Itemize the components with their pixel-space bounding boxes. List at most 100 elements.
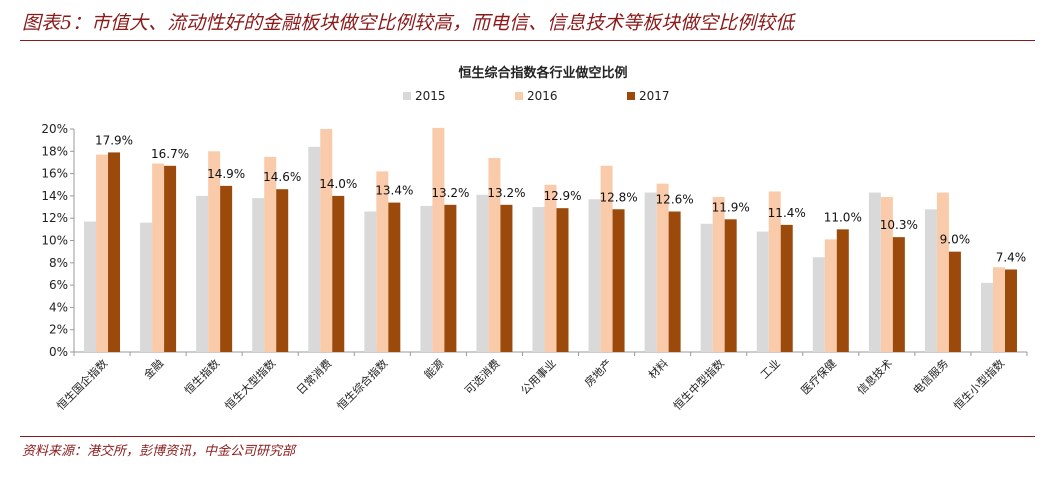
- category-label: 电信服务: [911, 357, 951, 397]
- bar-2017: [836, 229, 849, 352]
- y-tick-label: 20%: [41, 122, 68, 136]
- data-label: 13.2%: [487, 186, 525, 200]
- title-rule: [20, 40, 1035, 41]
- data-label: 16.7%: [151, 147, 189, 161]
- bar-2017: [612, 209, 625, 352]
- bar-2016: [768, 191, 781, 352]
- bar-2017: [948, 251, 961, 352]
- category-label: 公用事业: [518, 357, 558, 397]
- data-label: 9.0%: [940, 233, 971, 247]
- bar-2015: [588, 199, 601, 352]
- figure-title: 图表5：市值大、流动性好的金融板块做空比例较高，而电信、信息技术等板块做空比例较…: [22, 12, 795, 34]
- category-label: 日常消费: [293, 356, 334, 397]
- bar-2016: [264, 156, 277, 352]
- bar-2016: [320, 129, 333, 352]
- y-tick-label: 0%: [49, 345, 68, 359]
- category-label: 房地产: [581, 356, 614, 389]
- bar-2015: [252, 198, 265, 352]
- data-label: 13.2%: [431, 186, 469, 200]
- bar-2017: [780, 224, 793, 352]
- bar-2017: [108, 152, 121, 352]
- data-label: 14.0%: [319, 177, 357, 191]
- bar-2016: [936, 192, 949, 352]
- y-tick-label: 2%: [49, 323, 68, 337]
- category-label: 信息技术: [854, 356, 895, 397]
- source-rule: [20, 436, 1035, 437]
- bar-2015: [812, 257, 825, 352]
- bar-2017: [164, 165, 177, 352]
- bar-2015: [364, 211, 377, 352]
- bar-2016: [152, 163, 165, 352]
- bar-2015: [308, 146, 321, 352]
- bar-2015: [756, 231, 769, 352]
- bar-2015: [980, 282, 993, 352]
- category-label: 金融: [141, 356, 166, 381]
- bar-2017: [1004, 269, 1017, 352]
- y-tick-label: 12%: [41, 211, 68, 225]
- data-label: 11.9%: [712, 200, 750, 214]
- bar-2015: [420, 205, 433, 352]
- bar-2017: [220, 185, 233, 352]
- y-tick-label: 4%: [49, 300, 68, 314]
- bar-2015: [84, 221, 97, 352]
- category-label: 恒生小型指数: [951, 356, 1008, 413]
- category-label: 恒生中型指数: [670, 356, 727, 413]
- legend: 2015 2016 2017: [403, 89, 670, 103]
- legend-swatch-2016: [515, 92, 523, 100]
- bar-2017: [332, 195, 345, 352]
- bar-2017: [724, 219, 737, 352]
- category-label: 医疗保健: [798, 356, 839, 397]
- y-tick-label: 18%: [41, 144, 68, 158]
- bar-2017: [668, 211, 681, 352]
- bar-2015: [196, 195, 209, 352]
- bar-2015: [700, 223, 713, 352]
- bar-2016: [488, 157, 501, 352]
- bar-2015: [140, 222, 153, 352]
- data-label: 10.3%: [880, 218, 918, 232]
- data-labels: 17.9% 16.7% 14.9% 14.6% 14.0% 13.4% 13.2% 13.2%…: [95, 133, 1026, 264]
- bar-2017: [556, 208, 569, 352]
- y-tick-label: 14%: [41, 189, 68, 203]
- bar-2015: [476, 194, 489, 352]
- y-tick-label: 10%: [41, 234, 68, 248]
- category-labels: 恒生国企指数 金融 恒生指数 恒生大型指数 日常消费 恒生综合指数 能源 可选消费 公用事业 房地…: [54, 356, 1008, 413]
- bar-2017: [444, 204, 457, 352]
- bar-2016: [992, 267, 1005, 352]
- data-label: 11.4%: [768, 206, 806, 220]
- data-label: 17.9%: [95, 133, 133, 147]
- legend-label-2015: 2015: [415, 89, 446, 103]
- data-label: 12.8%: [599, 190, 637, 204]
- legend-label-2016: 2016: [527, 89, 558, 103]
- bar-2017: [388, 202, 401, 352]
- data-label: 12.9%: [543, 189, 581, 203]
- data-label: 7.4%: [996, 250, 1027, 264]
- legend-swatch-2017: [627, 92, 635, 100]
- bar-2016: [96, 154, 109, 352]
- category-label: 恒生大型指数: [222, 356, 279, 413]
- y-tick-label: 6%: [49, 278, 68, 292]
- bar-2015: [924, 209, 937, 352]
- category-label: 能源: [421, 356, 446, 381]
- bar-2015: [532, 207, 545, 352]
- bar-2016: [376, 171, 389, 352]
- category-label: 恒生指数: [181, 356, 222, 397]
- bar-2015: [868, 192, 881, 352]
- bar-2016: [656, 183, 669, 352]
- bar-2016: [544, 184, 557, 352]
- bar-2015: [644, 192, 657, 352]
- category-label: 材料: [645, 356, 670, 381]
- bar-2017: [500, 204, 513, 352]
- chart-title: 恒生综合指数各行业做空比例: [458, 65, 627, 81]
- legend-swatch-2015: [403, 92, 411, 100]
- data-label: 14.9%: [207, 167, 245, 181]
- bar-2016: [208, 151, 221, 352]
- category-label: 恒生国企指数: [54, 356, 111, 413]
- legend-label-2017: 2017: [639, 89, 670, 103]
- source-note: 资料来源：港交所，彭博资讯，中金公司研究部: [22, 444, 296, 459]
- data-label: 11.0%: [824, 210, 862, 224]
- bar-2017: [276, 189, 289, 352]
- category-label: 可选消费: [462, 356, 503, 397]
- data-label: 14.6%: [263, 170, 301, 184]
- category-label: 恒生综合指数: [334, 356, 391, 413]
